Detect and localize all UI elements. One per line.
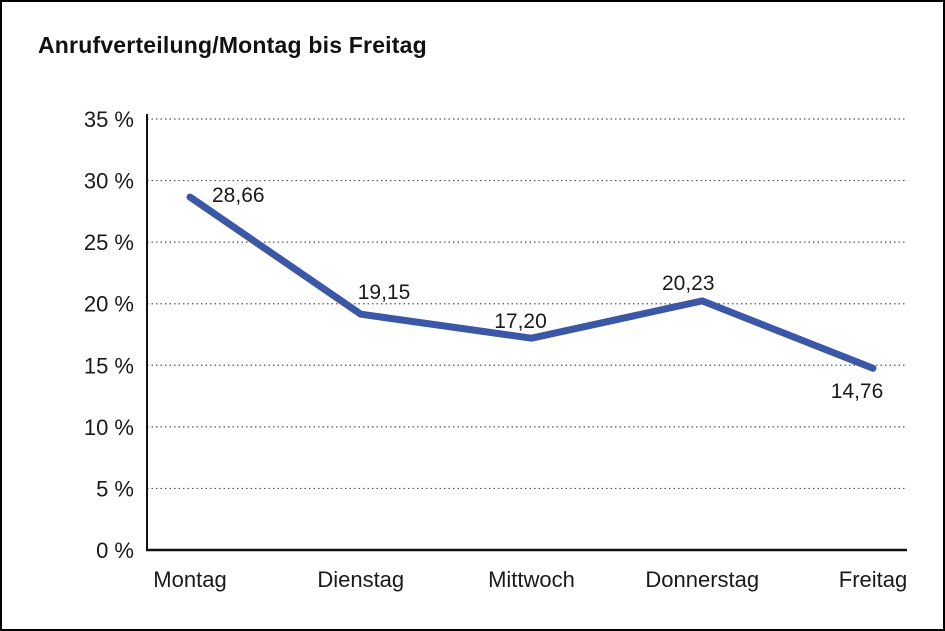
data-line-anrufverteilung: [186, 193, 877, 372]
x-tick-label: Donnerstag: [645, 567, 759, 592]
axes: [146, 114, 907, 552]
y-tick-label: 30 %: [84, 169, 134, 194]
y-tick-labels: 0 % 5 % 10 % 15 % 20 % 25 % 30 % 35 %: [84, 107, 134, 563]
data-label: 19,15: [358, 281, 411, 304]
y-tick-label: 5 %: [96, 476, 134, 501]
y-tick-label: 35 %: [84, 107, 134, 132]
y-tick-label: 15 %: [84, 353, 134, 378]
x-tick-label: Dienstag: [317, 567, 404, 592]
x-tick-label: Mittwoch: [488, 567, 575, 592]
y-tick-label: 10 %: [84, 415, 134, 440]
x-tick-labels: Montag Dienstag Mittwoch Donnerstag Freitag: [153, 567, 907, 592]
data-label: 28,66: [212, 184, 265, 207]
y-tick-label: 20 %: [84, 292, 134, 317]
chart-title: Anrufverteilung/Montag bis Freitag: [38, 32, 427, 58]
y-tick-label: 0 %: [96, 538, 134, 563]
data-label: 14,76: [831, 380, 884, 403]
x-tick-label: Montag: [153, 567, 226, 592]
y-tick-label: 25 %: [84, 230, 134, 255]
data-label: 17,20: [494, 310, 547, 333]
data-labels: 28,66 19,15 17,20 20,23 14,76: [212, 184, 883, 403]
data-label: 20,23: [662, 272, 715, 295]
x-tick-label: Freitag: [839, 567, 907, 592]
gridlines: [147, 118, 907, 490]
